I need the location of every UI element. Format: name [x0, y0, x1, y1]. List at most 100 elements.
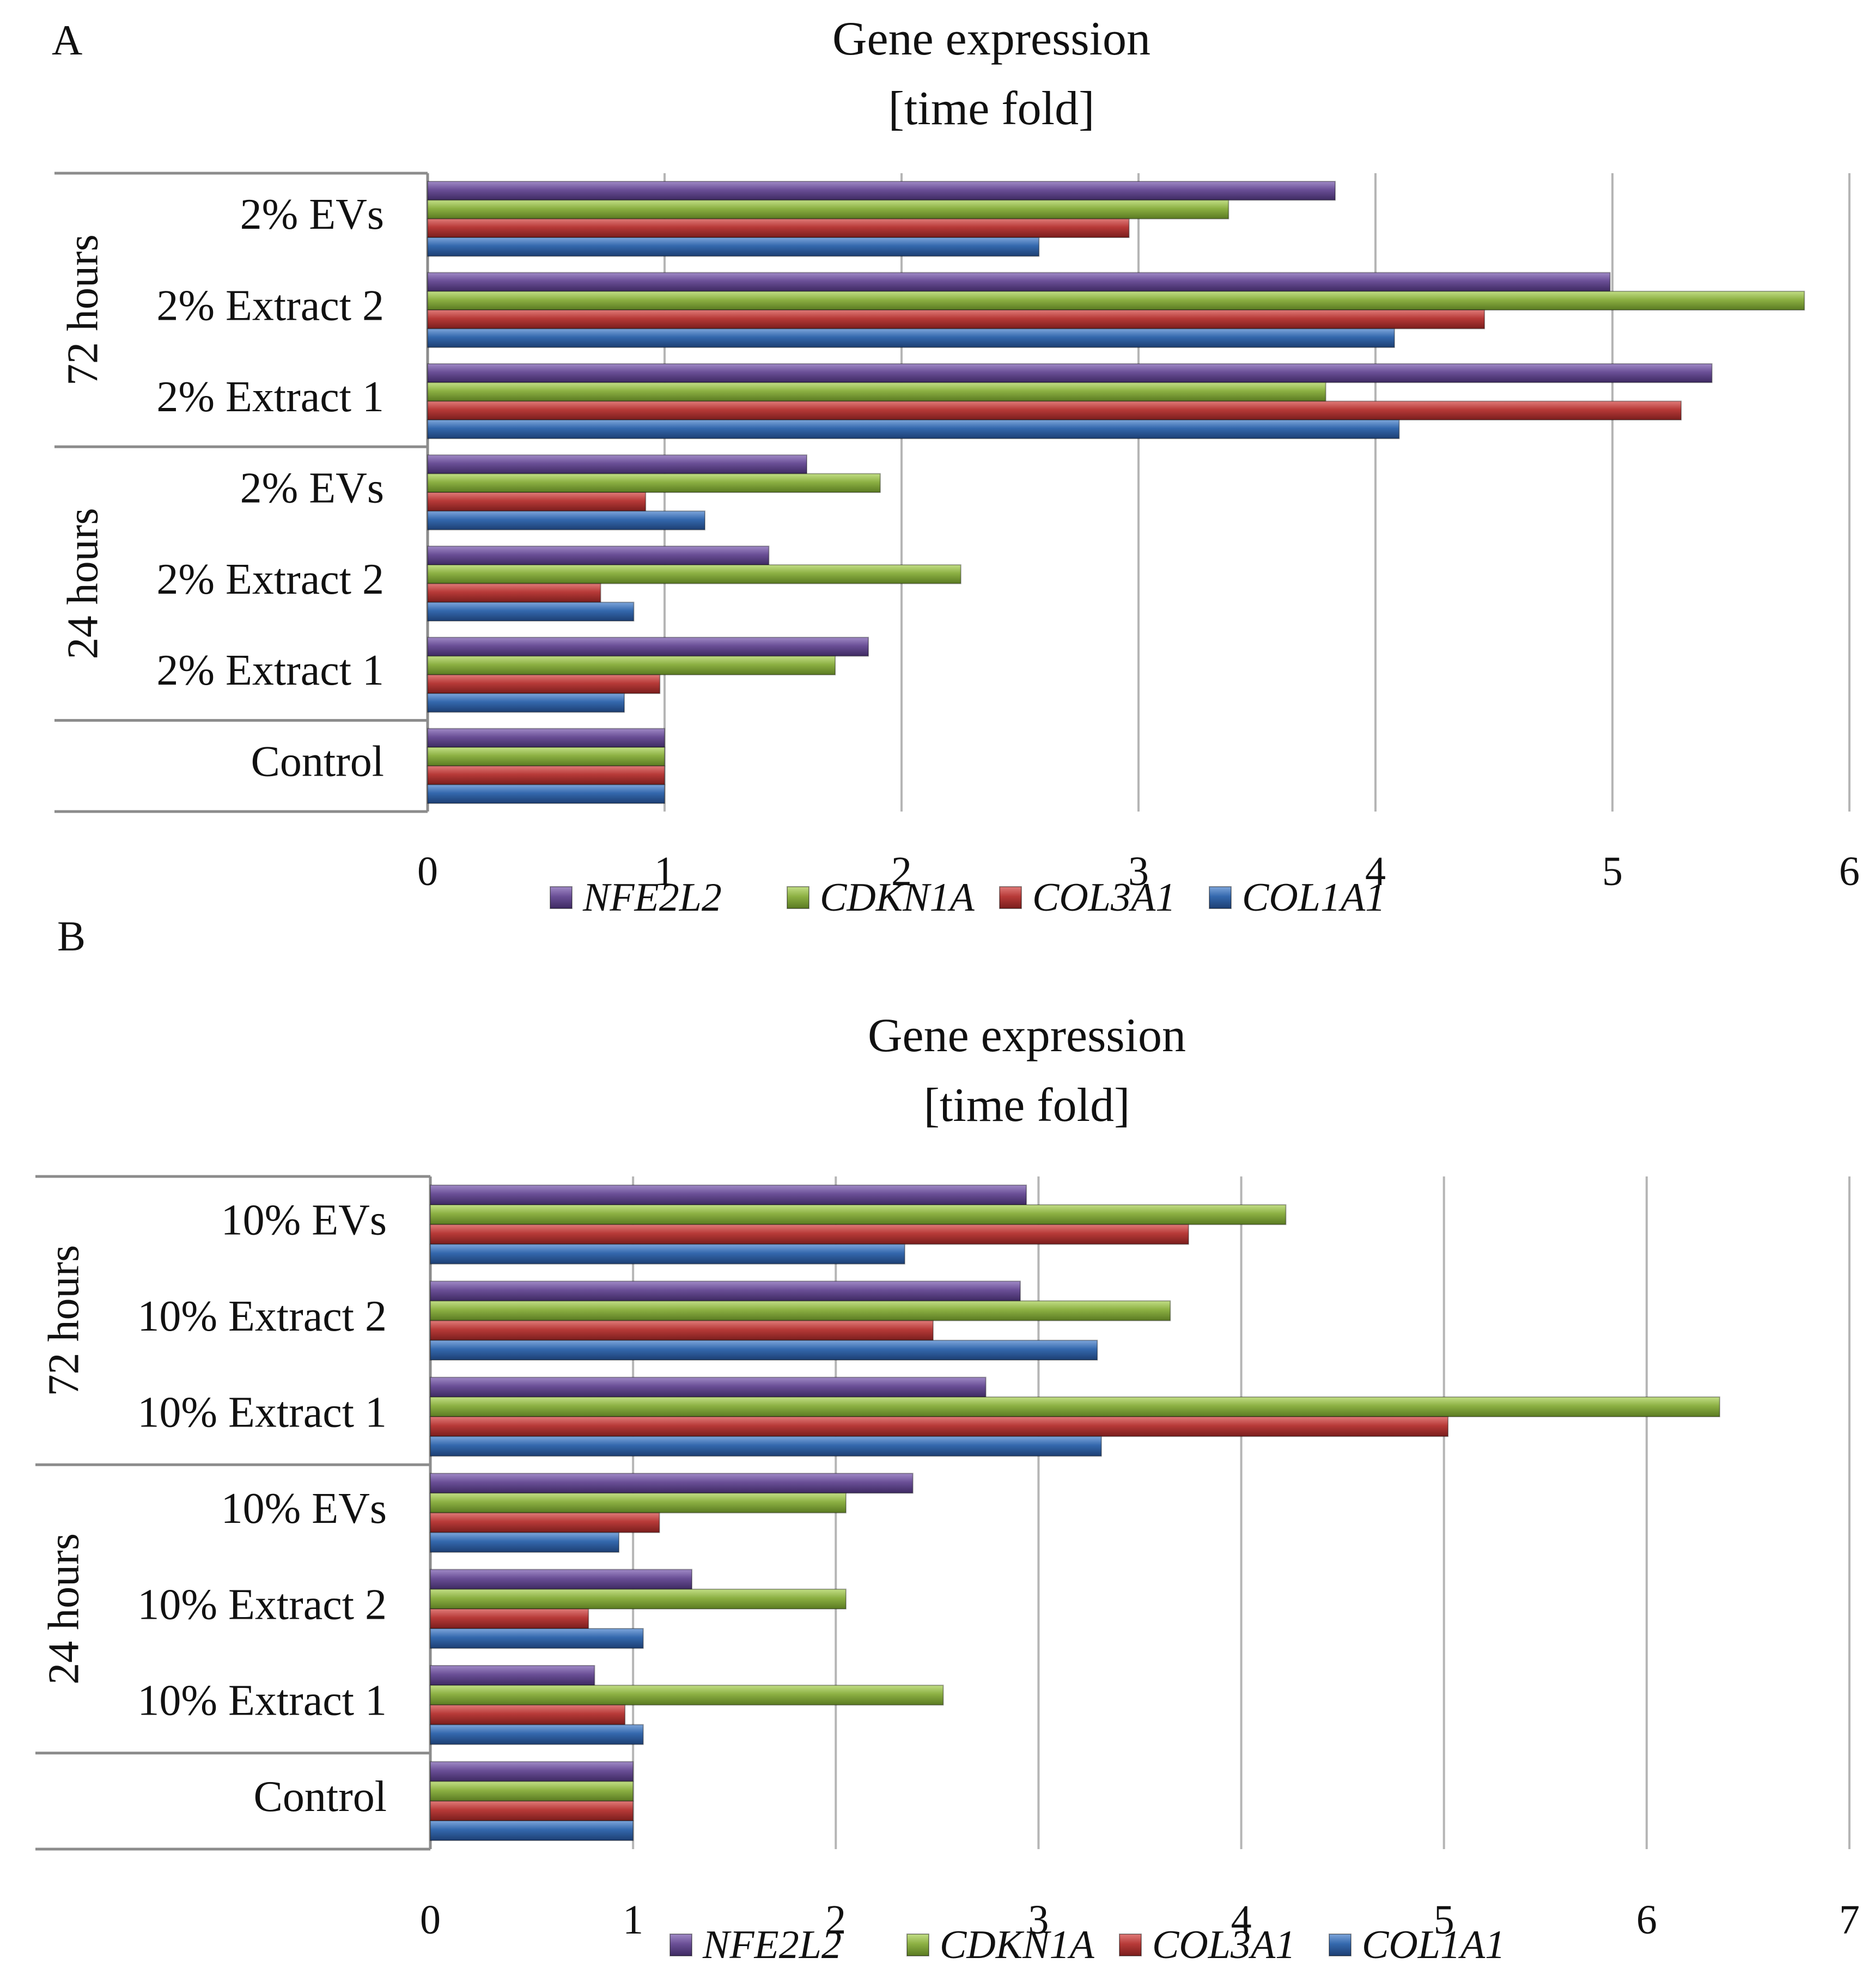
x-tick-label: 0	[417, 849, 438, 894]
bar-col3a1	[430, 1224, 1189, 1245]
x-tick-label: 6	[1839, 849, 1860, 894]
chart-title: Gene expression	[832, 13, 1150, 65]
category-label: 10% Extract 1	[137, 1388, 387, 1436]
bar-nfe2l2	[427, 454, 807, 474]
bar-cdkn1a	[427, 199, 1229, 219]
legend-swatch-nfe2l2	[550, 886, 573, 909]
bar-col3a1	[430, 1704, 626, 1725]
category-label: Control	[254, 1773, 387, 1821]
x-tick-label: 3	[1128, 849, 1149, 894]
bar-cdkn1a	[430, 1588, 847, 1609]
category-label: 10% Extract 1	[137, 1677, 387, 1725]
bar-cdkn1a	[427, 564, 961, 584]
bar-cdkn1a	[430, 1396, 1720, 1418]
legend-swatch-col1a1	[1329, 1934, 1352, 1956]
legend-label: COL1A1	[1362, 1923, 1505, 1967]
bar-col3a1	[427, 400, 1682, 420]
x-tick-label: 7	[1839, 1897, 1860, 1943]
legend-label: COL1A1	[1242, 875, 1385, 920]
legend-swatch-cdkn1a	[787, 886, 809, 909]
bar-nfe2l2	[427, 545, 770, 566]
bar-col3a1	[427, 492, 647, 512]
bar-cdkn1a	[430, 1780, 634, 1802]
bar-nfe2l2	[430, 1376, 987, 1398]
bar-col3a1	[427, 218, 1130, 239]
bar-nfe2l2	[430, 1184, 1027, 1206]
bar-nfe2l2	[427, 272, 1611, 292]
bar-nfe2l2	[427, 363, 1713, 383]
bar-nfe2l2	[427, 181, 1336, 201]
panel-a-letter: A	[52, 16, 82, 64]
bar-col1a1	[430, 1339, 1098, 1361]
bar-col1a1	[427, 784, 665, 804]
legend-label: NFE2L2	[702, 1923, 842, 1967]
category-label: 2% Extract 1	[156, 373, 384, 421]
x-tick-label: 4	[1365, 849, 1386, 894]
x-tick-label: 6	[1636, 1897, 1657, 1943]
bar-col3a1	[427, 674, 661, 694]
category-label: 10% EVs	[221, 1197, 387, 1245]
bar-col1a1	[427, 510, 705, 530]
legend-label: NFE2L2	[582, 875, 722, 920]
bar-cdkn1a	[427, 382, 1326, 402]
bar-col1a1	[430, 1532, 620, 1553]
bar-col3a1	[430, 1512, 660, 1533]
category-label: 2% Extract 1	[156, 647, 384, 694]
bar-col1a1	[430, 1436, 1102, 1457]
legend-swatch-col3a1	[999, 886, 1022, 909]
bar-col3a1	[430, 1608, 589, 1630]
bar-col1a1	[430, 1243, 905, 1265]
bar-col1a1	[427, 601, 635, 622]
bar-nfe2l2	[427, 637, 869, 657]
x-tick-label: 4	[1231, 1897, 1252, 1943]
category-label: 10% EVs	[221, 1485, 387, 1533]
x-tick-label: 1	[654, 849, 675, 894]
bar-col3a1	[430, 1800, 634, 1821]
bar-nfe2l2	[430, 1280, 1021, 1302]
x-tick-label: 2	[891, 849, 912, 894]
bar-cdkn1a	[427, 746, 665, 767]
x-tick-label: 3	[1028, 1897, 1049, 1943]
legend-label: COL3A1	[1032, 875, 1176, 920]
category-label: 2% Extract 2	[156, 282, 384, 330]
group-label: 24 hours	[59, 508, 107, 660]
x-tick-label: 2	[825, 1897, 846, 1943]
category-label: 2% Extract 2	[156, 556, 384, 603]
bar-cdkn1a	[430, 1204, 1287, 1225]
bar-cdkn1a	[430, 1685, 944, 1706]
bar-cdkn1a	[430, 1300, 1171, 1321]
bar-col3a1	[430, 1416, 1449, 1437]
legend-swatch-nfe2l2	[669, 1934, 692, 1956]
bar-cdkn1a	[427, 473, 881, 493]
group-label: 72 hours	[59, 234, 107, 386]
bar-nfe2l2	[430, 1761, 634, 1782]
x-tick-label: 5	[1602, 849, 1623, 894]
bar-col1a1	[430, 1628, 644, 1649]
category-label: Control	[251, 738, 384, 786]
bar-nfe2l2	[430, 1569, 693, 1590]
panel-a-chart: Gene expression [time fold] 72 hours 2% EVs…	[54, 13, 1860, 920]
bar-col1a1	[427, 328, 1395, 348]
legend-label: CDKN1A	[940, 1923, 1095, 1967]
legend-swatch-cdkn1a	[906, 1934, 929, 1956]
bar-nfe2l2	[430, 1665, 595, 1686]
bar-col1a1	[427, 693, 625, 713]
bar-col3a1	[430, 1320, 934, 1341]
bar-nfe2l2	[430, 1473, 914, 1494]
bar-col1a1	[430, 1820, 634, 1841]
bar-col1a1	[427, 237, 1040, 257]
category-label: 10% Extract 2	[137, 1292, 387, 1340]
bar-cdkn1a	[427, 655, 836, 675]
x-tick-label: 1	[623, 1897, 643, 1943]
legend-swatch-col3a1	[1119, 1934, 1142, 1956]
bar-col3a1	[427, 583, 601, 603]
category-label: 10% Extract 2	[137, 1581, 387, 1629]
bar-cdkn1a	[427, 290, 1805, 311]
chart-subtitle: [time fold]	[924, 1079, 1130, 1132]
category-label: 2% EVs	[240, 191, 384, 239]
group-label: 24 hours	[40, 1533, 88, 1685]
x-tick-label: 0	[420, 1897, 441, 1943]
x-tick-label: 5	[1434, 1897, 1454, 1943]
bar-cdkn1a	[430, 1492, 847, 1514]
